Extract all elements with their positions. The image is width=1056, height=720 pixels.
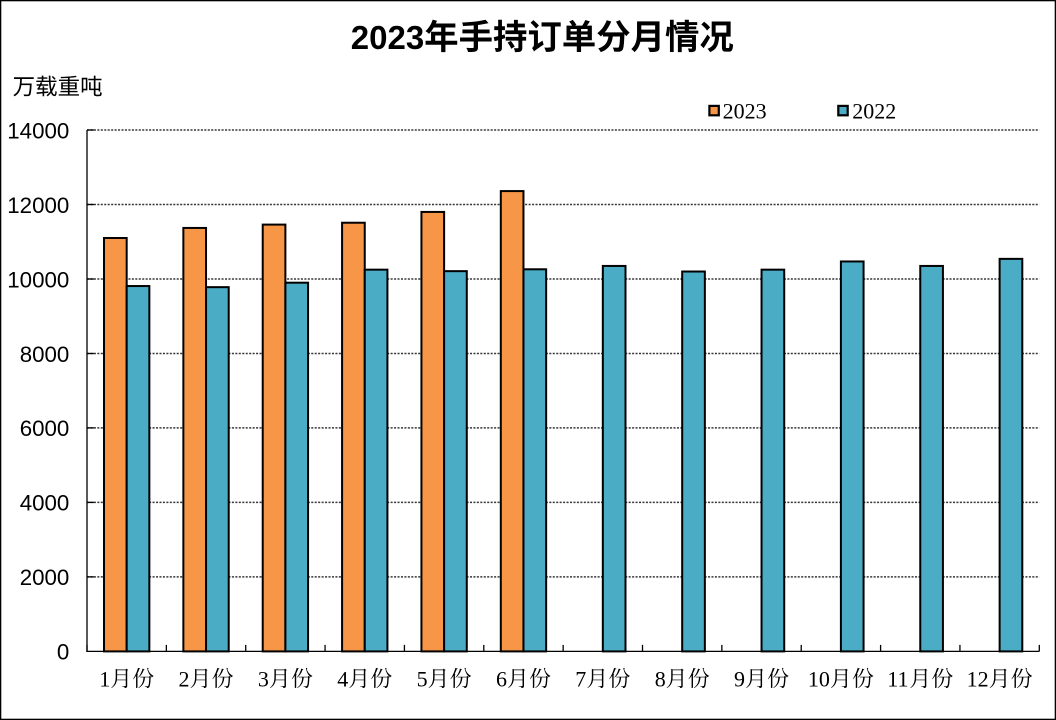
svg-text:6: 6: [496, 666, 507, 691]
svg-text:11: 11: [887, 666, 908, 691]
svg-text:0: 0: [57, 640, 69, 665]
svg-text:7: 7: [575, 666, 586, 691]
svg-text:2023: 2023: [723, 98, 767, 123]
svg-text:2000: 2000: [20, 565, 70, 590]
svg-text:8000: 8000: [20, 342, 70, 367]
svg-text:12000: 12000: [7, 193, 69, 218]
svg-text:2022: 2022: [852, 98, 896, 123]
svg-text:8: 8: [655, 666, 666, 691]
svg-text:2: 2: [179, 666, 190, 691]
svg-text:1: 1: [99, 666, 110, 691]
svg-text:10000: 10000: [7, 267, 69, 292]
svg-text:12: 12: [967, 666, 989, 691]
svg-text:4000: 4000: [20, 491, 70, 516]
svg-text:10: 10: [808, 666, 830, 691]
svg-text:14000: 14000: [7, 118, 69, 143]
svg-text:9: 9: [734, 666, 745, 691]
svg-text:2023: 2023: [351, 19, 424, 56]
svg-text:4: 4: [337, 666, 348, 691]
svg-text:3: 3: [258, 666, 269, 691]
svg-text:5: 5: [417, 666, 428, 691]
svg-text:6000: 6000: [20, 416, 70, 441]
